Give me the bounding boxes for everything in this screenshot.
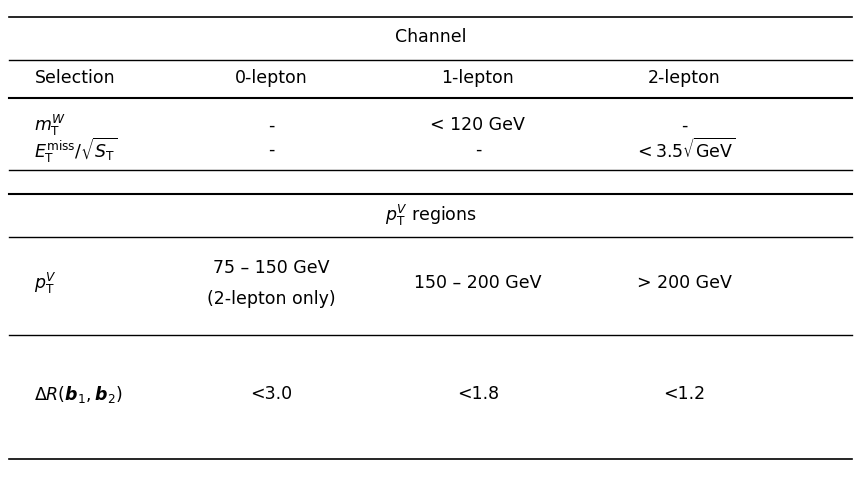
Text: $\Delta R(\boldsymbol{b}_1, \boldsymbol{b}_2)$: $\Delta R(\boldsymbol{b}_1, \boldsymbol{… [34,384,123,405]
Text: $m_{\rm T}^{W}$: $m_{\rm T}^{W}$ [34,113,66,138]
Text: Channel: Channel [394,28,467,46]
Text: < 120 GeV: < 120 GeV [430,116,525,134]
Text: <1.2: <1.2 [664,385,705,403]
Text: $E_{\rm T}^{\rm miss}/\sqrt{S_{\rm T}}$: $E_{\rm T}^{\rm miss}/\sqrt{S_{\rm T}}$ [34,136,118,164]
Text: $< 3.5\sqrt{\rm GeV}$: $< 3.5\sqrt{\rm GeV}$ [634,138,735,162]
Text: $p_{\rm T}^{V}$: $p_{\rm T}^{V}$ [34,271,58,296]
Text: 0-lepton: 0-lepton [235,69,307,87]
Text: <3.0: <3.0 [251,385,292,403]
Text: (2-lepton only): (2-lepton only) [207,290,336,308]
Text: Selection: Selection [34,69,115,87]
Text: 2-lepton: 2-lepton [648,69,721,87]
Text: -: - [268,116,275,134]
Text: -: - [474,141,481,159]
Text: <1.8: <1.8 [457,385,499,403]
Text: > 200 GeV: > 200 GeV [637,274,732,292]
Text: -: - [681,116,688,134]
Text: 75 – 150 GeV: 75 – 150 GeV [213,259,330,277]
Text: -: - [268,141,275,159]
Text: $p_{\rm T}^{V}$ regions: $p_{\rm T}^{V}$ regions [385,203,476,228]
Text: 150 – 200 GeV: 150 – 200 GeV [414,274,542,292]
Text: 1-lepton: 1-lepton [442,69,514,87]
